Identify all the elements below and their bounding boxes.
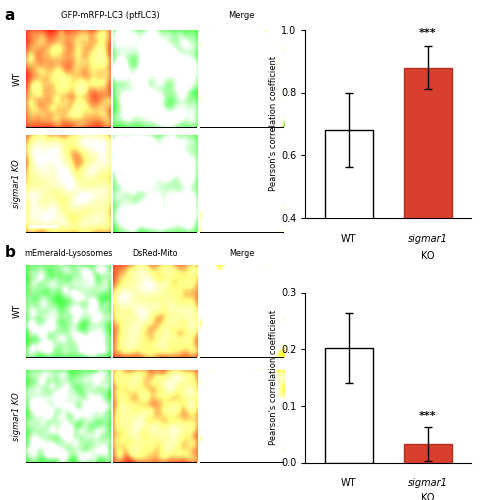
Text: DsRed-Mito: DsRed-Mito: [132, 248, 178, 258]
Text: Merge: Merge: [228, 248, 254, 258]
Y-axis label: Pearson's correlation coefficient: Pearson's correlation coefficient: [269, 310, 277, 445]
Text: 10μm: 10μm: [246, 444, 266, 450]
Bar: [403, 68, 451, 342]
Text: sigmar1 KO: sigmar1 KO: [12, 392, 21, 440]
Bar: [403, 444, 451, 462]
Text: sigmar1: sigmar1: [407, 478, 447, 488]
Y-axis label: Pearson's correlation coefficient: Pearson's correlation coefficient: [269, 56, 278, 192]
Bar: [324, 130, 372, 342]
Text: sigmar1 KO: sigmar1 KO: [12, 160, 21, 208]
Text: WT: WT: [340, 234, 356, 244]
Text: KO: KO: [420, 493, 434, 500]
Text: sigmar1: sigmar1: [407, 234, 447, 244]
Text: KO: KO: [420, 251, 434, 261]
Text: GFP-mRFP-LC3 (ptfLC3): GFP-mRFP-LC3 (ptfLC3): [61, 11, 160, 20]
Text: ***: ***: [418, 410, 436, 420]
Text: b: b: [5, 245, 16, 260]
Text: WT: WT: [12, 304, 21, 318]
Text: WT: WT: [340, 478, 356, 488]
Text: ***: ***: [418, 28, 436, 38]
Text: mEmerald-Lysosomes: mEmerald-Lysosomes: [24, 248, 112, 258]
Text: Merge: Merge: [228, 11, 254, 20]
Text: a: a: [5, 8, 15, 22]
Text: WT: WT: [12, 72, 21, 86]
Bar: [324, 348, 372, 463]
